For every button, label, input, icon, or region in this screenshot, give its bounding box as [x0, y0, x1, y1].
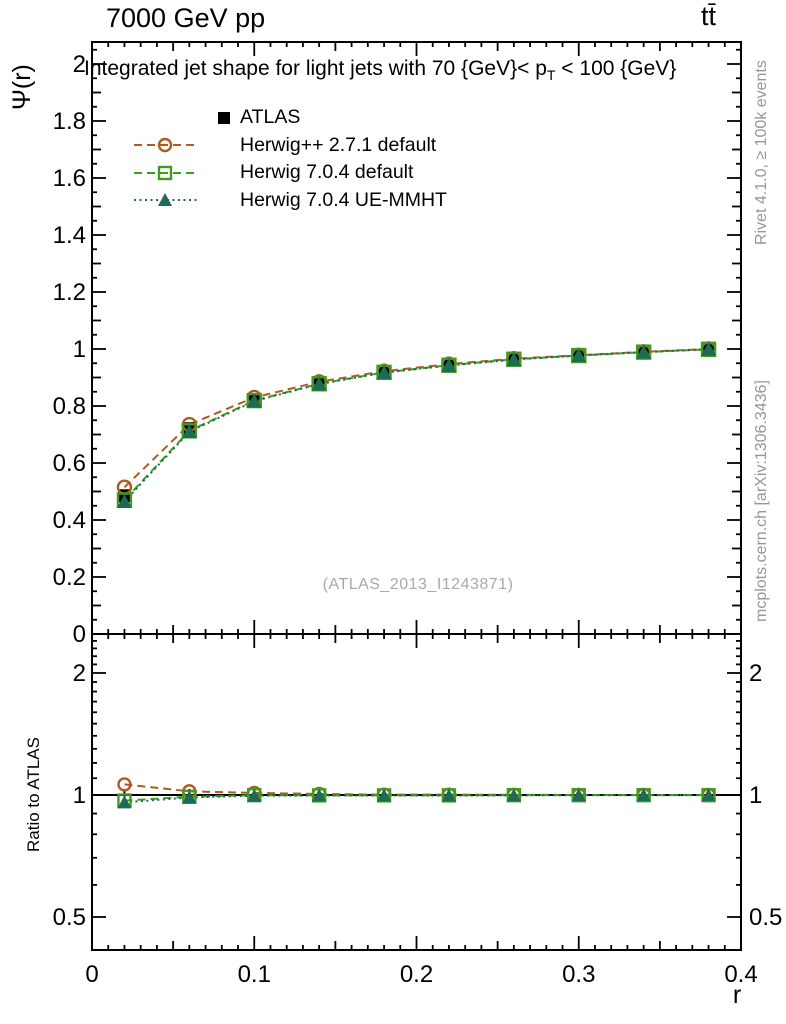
svg-text:0.1: 0.1: [238, 961, 271, 988]
svg-text:0.2: 0.2: [400, 961, 433, 988]
ratio-y-axis-title: Ratio to ATLAS: [24, 737, 43, 852]
data-point-marker: [376, 365, 392, 380]
legend-entry: Herwig 7.0.4 default: [132, 159, 447, 187]
data-point-marker: [377, 788, 392, 802]
data-point-marker: [117, 795, 132, 809]
data-point-marker: [311, 376, 327, 391]
data-point-marker: [441, 358, 457, 373]
open-circle-icon: [134, 138, 198, 153]
plot-title-sub: T: [546, 67, 556, 84]
svg-text:0.6: 0.6: [53, 450, 86, 477]
svg-text:0: 0: [73, 621, 86, 648]
svg-text:0.8: 0.8: [53, 393, 86, 420]
data-point-marker: [506, 352, 522, 367]
legend: ATLAS Herwig++ 2.7.1 default Herwig 7.0.4 …: [132, 104, 447, 214]
svg-text:1: 1: [749, 782, 762, 809]
series-markers: [116, 341, 717, 508]
data-point-marker: [701, 341, 717, 356]
svg-text:0.4: 0.4: [53, 507, 86, 534]
plot-title-post: < 100 {GeV}: [555, 57, 677, 80]
svg-text:0.5: 0.5: [53, 904, 86, 931]
x-axis-title: r: [733, 981, 741, 1009]
svg-text:0.3: 0.3: [562, 961, 595, 988]
data-point-marker: [701, 788, 716, 802]
svg-text:0.5: 0.5: [749, 904, 782, 931]
svg-text:2: 2: [73, 660, 86, 687]
svg-text:1.4: 1.4: [53, 222, 86, 249]
filled-triangle-icon: [134, 193, 198, 207]
legend-entry: Herwig++ 2.7.1 default: [132, 132, 447, 160]
beam-energy-label: 7000 GeV pp: [106, 3, 266, 33]
mcplots-reference-note: mcplots.cern.ch [arXiv:1306.3436]: [753, 380, 770, 622]
legend-label: Herwig 7.0.4 default: [240, 161, 414, 184]
tick-labels: 0 0.2 0.4 0.6 0.8 1 1.2 1.4 1.6 1.8 2 0 0.1 0.2 0.3 0.4…: [53, 51, 783, 988]
data-point-marker: [312, 788, 327, 802]
svg-text:0.4: 0.4: [724, 961, 757, 988]
svg-text:1.8: 1.8: [53, 108, 86, 135]
data-point-marker: [117, 777, 132, 792]
svg-text:1.2: 1.2: [53, 279, 86, 306]
legend-label: Herwig 7.0.4 UE-MMHT: [240, 188, 447, 211]
legend-label: ATLAS: [240, 106, 301, 129]
data-point-marker: [636, 344, 652, 359]
svg-text:2: 2: [749, 660, 762, 687]
analysis-id-watermark: (ATLAS_2013_I1243871): [322, 576, 514, 593]
legend-label: Herwig++ 2.7.1 default: [240, 133, 437, 156]
data-point-marker: [246, 393, 262, 408]
data-point-marker: [181, 424, 197, 439]
rivet-version-note: Rivet 4.1.0, ≥ 100k events: [753, 60, 770, 245]
data-point-marker: [571, 348, 587, 363]
svg-text:1: 1: [73, 782, 86, 809]
data-point-marker: [116, 493, 132, 508]
svg-text:0: 0: [85, 961, 98, 988]
series-markers: [117, 777, 716, 809]
data-point-marker: [218, 111, 230, 124]
svg-text:0.2: 0.2: [53, 564, 86, 591]
data-point-marker: [247, 788, 262, 802]
data-point-marker: [441, 788, 456, 802]
plot-title: Integrated jet shape for light jets with…: [84, 57, 676, 83]
data-point-marker: [157, 138, 173, 153]
series-lines: [123, 348, 709, 503]
legend-entry: ATLAS: [132, 104, 447, 132]
plot-title-pre: Integrated jet shape for light jets with…: [84, 57, 547, 80]
legend-entry: Herwig 7.0.4 UE-MMHT: [132, 187, 447, 215]
data-point-marker: [182, 790, 197, 804]
process-label: tt̄: [701, 1, 717, 31]
series-lines: [124, 783, 709, 804]
main-y-axis-title: Ψ(r): [8, 64, 36, 110]
panel-frames: [91, 41, 742, 951]
data-point-marker: [636, 788, 651, 802]
svg-text:2: 2: [73, 51, 86, 78]
data-point-marker: [506, 788, 521, 802]
svg-text:1: 1: [73, 336, 86, 363]
filled-square-icon: [218, 111, 230, 124]
data-point-marker: [158, 193, 172, 207]
data-point-marker: [157, 165, 173, 180]
data-point-marker: [571, 788, 586, 802]
svg-text:1.6: 1.6: [53, 165, 86, 192]
open-square-icon: [134, 165, 198, 180]
